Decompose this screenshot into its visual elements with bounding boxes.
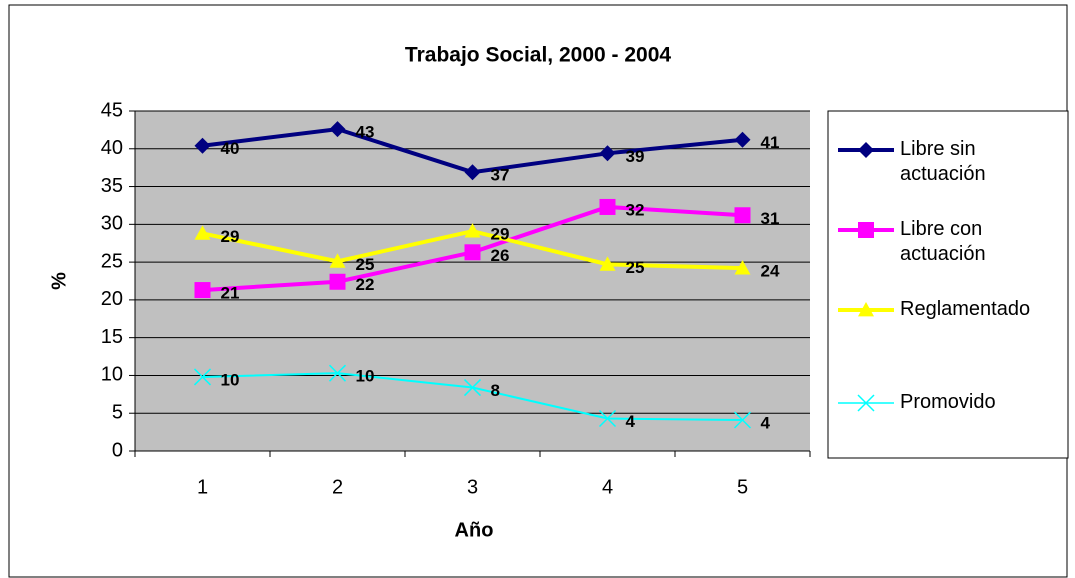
x-tick-label: 3 [467, 476, 478, 498]
legend-entry: Promovido [900, 391, 996, 413]
data-label: 40 [221, 139, 240, 158]
y-tick-label: 30 [101, 213, 123, 235]
legend-marker [858, 142, 874, 158]
marker [733, 411, 752, 429]
legend-label: Reglamentado [900, 298, 1031, 320]
data-label: 32 [626, 200, 645, 219]
y-tick-label: 10 [101, 364, 123, 386]
x-tick-label: 5 [737, 476, 748, 498]
x-tick-label: 2 [332, 476, 343, 498]
marker [464, 244, 481, 261]
x-axis-title: Año [455, 519, 494, 541]
y-tick-label: 15 [101, 326, 123, 348]
data-label: 31 [761, 209, 780, 228]
y-tick-label: 20 [101, 288, 123, 310]
x-tick-label: 4 [602, 476, 613, 498]
marker [734, 131, 751, 148]
y-tick-label: 45 [101, 99, 123, 121]
marker [464, 223, 481, 238]
marker [734, 260, 751, 275]
data-label: 41 [761, 133, 780, 152]
legend-marker [857, 394, 875, 412]
data-label: 25 [356, 255, 375, 274]
plot-area [135, 111, 810, 451]
marker [734, 207, 751, 224]
marker [193, 368, 212, 386]
marker [463, 379, 482, 397]
legend-label: Promovido [900, 391, 996, 413]
marker [329, 121, 346, 138]
y-tick-label: 35 [101, 175, 123, 197]
marker [599, 256, 616, 271]
marker [329, 253, 346, 268]
legend-label: Libre sin actuación [900, 138, 986, 185]
data-label: 29 [491, 225, 510, 244]
marker [599, 198, 616, 215]
marker [194, 282, 211, 299]
data-label: 21 [221, 284, 240, 303]
data-label: 10 [356, 367, 375, 386]
data-label: 29 [221, 227, 240, 246]
data-label: 22 [356, 275, 375, 294]
data-label: 37 [491, 166, 510, 185]
marker [599, 145, 616, 162]
data-label: 39 [626, 147, 645, 166]
data-label: 4 [626, 412, 636, 431]
y-tick-label: 0 [112, 439, 123, 461]
marker [328, 364, 347, 382]
legend-marker [858, 222, 874, 238]
legend-label: Libre con actuación [900, 218, 986, 265]
data-label: 25 [626, 258, 645, 277]
data-label: 4 [761, 414, 771, 433]
data-label: 24 [761, 262, 780, 281]
legend-marker [858, 302, 874, 317]
x-tick-label: 1 [197, 476, 208, 498]
y-tick-label: 25 [101, 250, 123, 272]
chart-title: Trabajo Social, 2000 - 2004 [405, 44, 671, 67]
legend-entry: Libre sin actuación [900, 138, 986, 185]
data-label: 43 [356, 123, 375, 142]
y-axis-title: % [48, 272, 70, 290]
data-label: 26 [491, 246, 510, 265]
legend-entry: Libre con actuación [900, 218, 986, 265]
y-tick-label: 5 [112, 402, 123, 424]
legend-entry: Reglamentado [900, 298, 1031, 320]
y-tick-label: 40 [101, 137, 123, 159]
data-label: 10 [221, 370, 240, 389]
marker [598, 409, 617, 428]
marker [194, 225, 211, 240]
data-label: 8 [491, 381, 500, 400]
marker [464, 164, 481, 181]
marker [194, 137, 211, 154]
marker [329, 273, 346, 290]
